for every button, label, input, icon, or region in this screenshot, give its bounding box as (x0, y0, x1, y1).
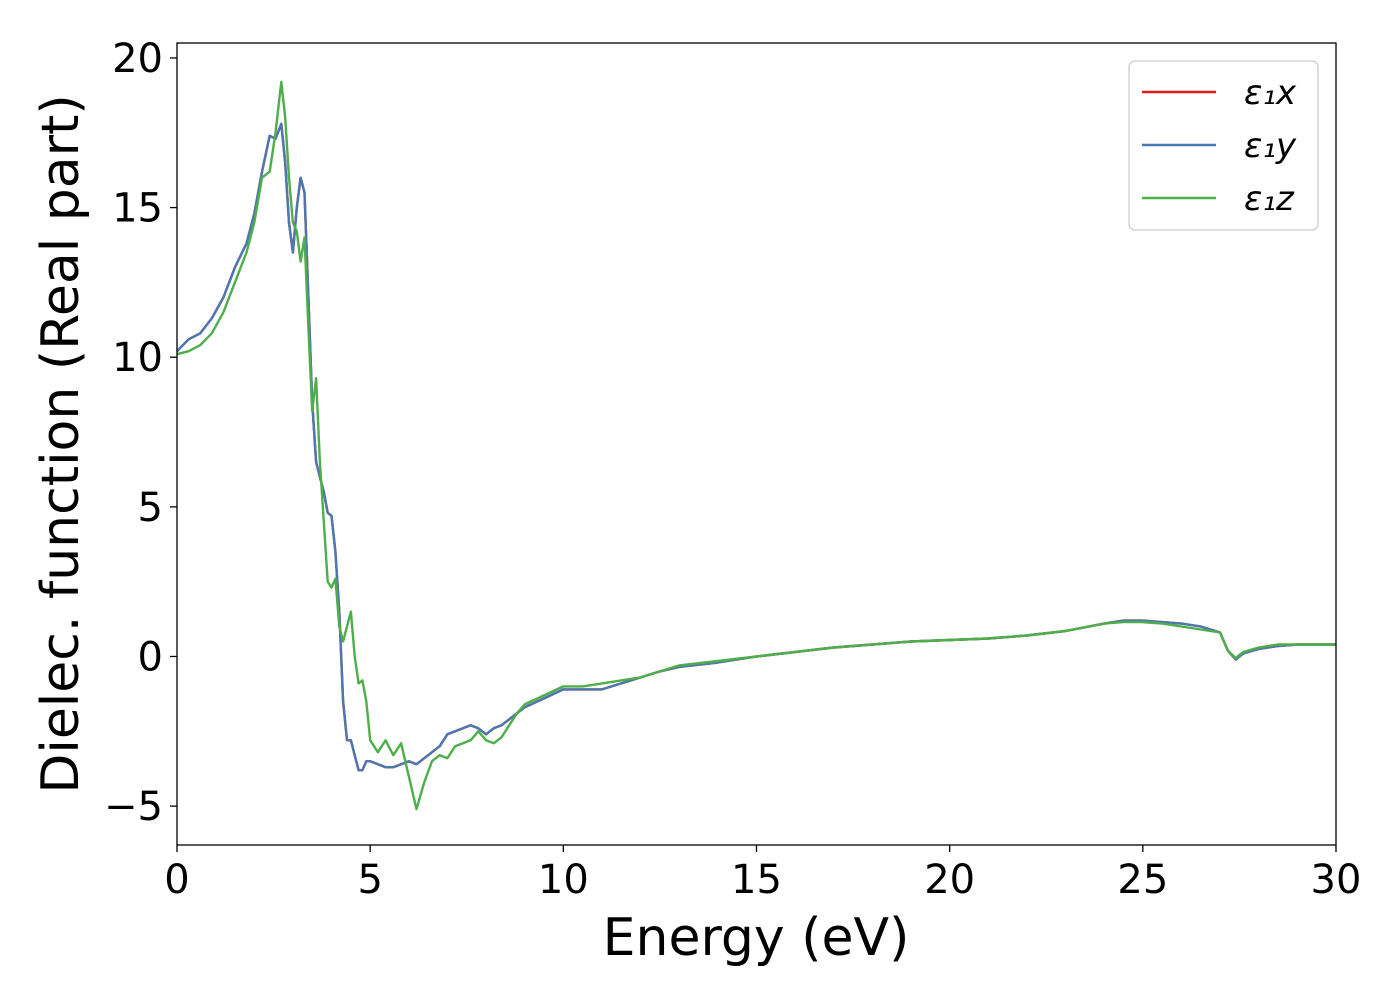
x-tick-label: 15 (731, 857, 782, 903)
y-tick-label: 5 (138, 485, 163, 531)
x-axis-ticks: 0 5 10 15 20 25 30 (164, 845, 1361, 903)
y-axis-label: Dielec. function (Real part) (31, 94, 91, 793)
x-tick-label: 10 (538, 857, 589, 903)
y-tick-label: 20 (112, 36, 163, 82)
x-axis-label: Energy (eV) (603, 908, 910, 968)
legend-box (1128, 60, 1319, 231)
x-tick-label: 20 (924, 857, 975, 903)
x-tick-label: 30 (1311, 857, 1362, 903)
y-tick-label: 0 (138, 634, 163, 680)
legend-entry: ε₁y (1244, 126, 1297, 166)
legend-entry: ε₁z (1244, 179, 1295, 219)
legend-entry: ε₁x (1244, 73, 1297, 113)
x-tick-label: 0 (164, 857, 189, 903)
x-tick-label: 5 (357, 857, 382, 903)
y-tick-label: −5 (104, 784, 163, 830)
series-lines (176, 80, 1336, 811)
y-tick-label: 10 (112, 335, 163, 381)
y-tick-label: 15 (112, 186, 163, 232)
series-line-z (176, 80, 1336, 811)
y-axis-ticks: −5 0 5 10 15 20 (104, 36, 177, 830)
x-tick-label: 25 (1117, 857, 1168, 903)
legend: ε₁x ε₁y ε₁z (1128, 60, 1319, 231)
